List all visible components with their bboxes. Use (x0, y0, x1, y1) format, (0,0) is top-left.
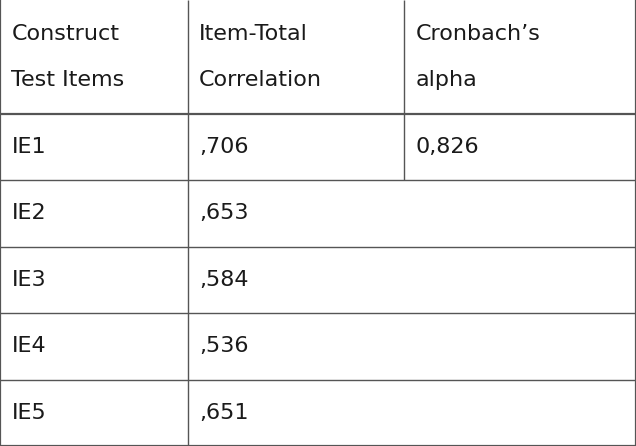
Text: 0,826: 0,826 (415, 137, 479, 157)
Text: ,653: ,653 (199, 203, 249, 223)
Text: Cronbach’s

alpha: Cronbach’s alpha (415, 24, 540, 90)
Text: IE5: IE5 (11, 403, 46, 423)
Text: IE3: IE3 (11, 270, 46, 290)
Text: ,706: ,706 (199, 137, 249, 157)
Text: Item-Total

Correlation: Item-Total Correlation (199, 24, 322, 90)
Text: IE1: IE1 (11, 137, 46, 157)
Text: ,584: ,584 (199, 270, 249, 290)
Text: ,536: ,536 (199, 336, 249, 356)
Text: Construct

Test Items: Construct Test Items (11, 24, 125, 90)
Text: IE2: IE2 (11, 203, 46, 223)
Text: ,651: ,651 (199, 403, 249, 423)
Text: IE4: IE4 (11, 336, 46, 356)
